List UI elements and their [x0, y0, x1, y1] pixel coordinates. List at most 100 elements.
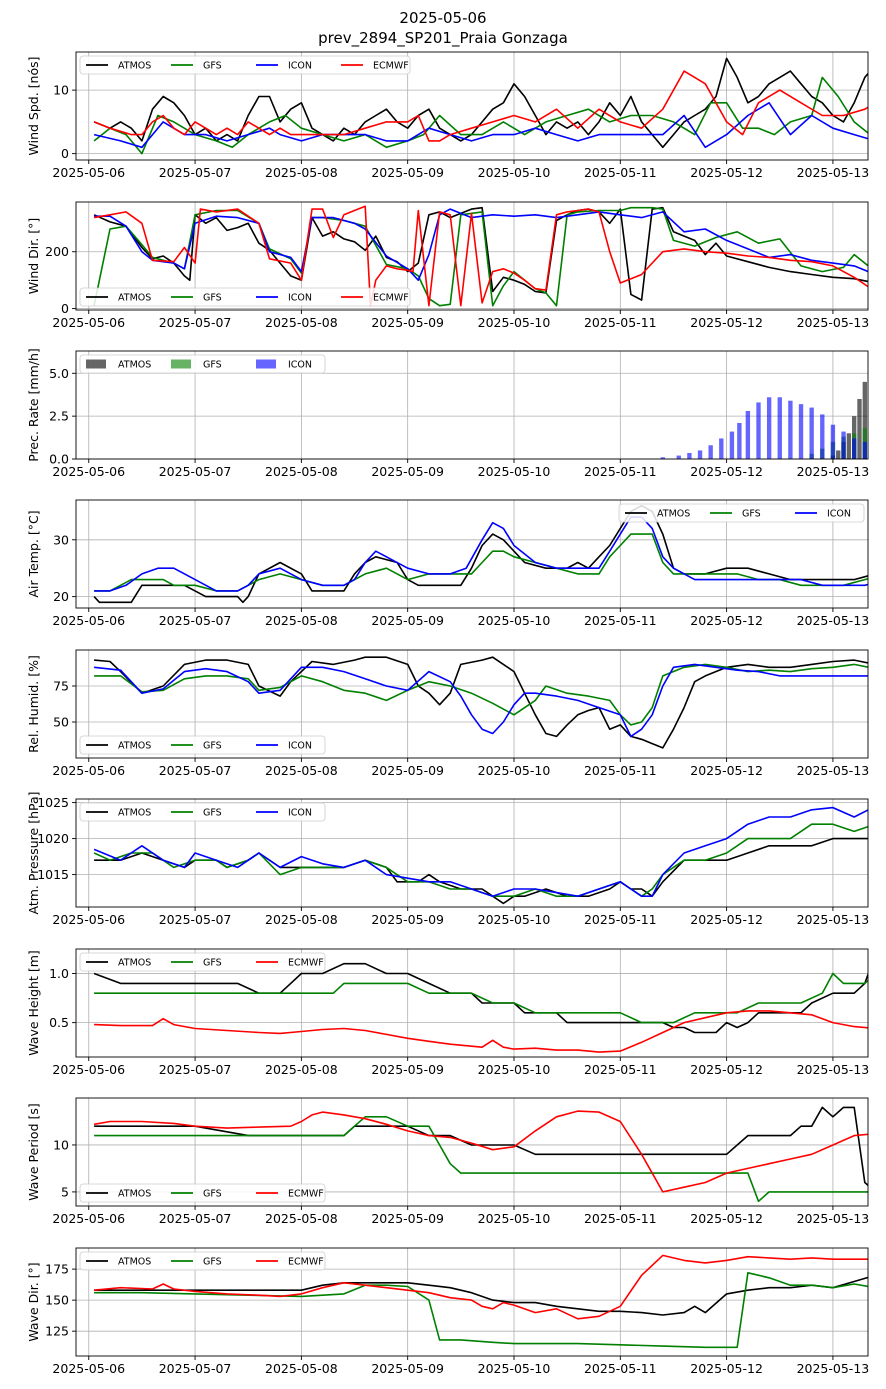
y-tick-label: 5.0: [49, 366, 69, 381]
legend-label: ECMWF: [288, 1257, 324, 1268]
x-tick-label: 2025-05-09: [371, 912, 444, 927]
x-tick-label: 2025-05-08: [265, 464, 338, 479]
series-line-gfs: [94, 1116, 868, 1203]
y-tick-label: 1015: [37, 867, 69, 882]
y-axis-label: Rel. Humid. [%]: [26, 655, 41, 753]
legend-box: [618, 503, 865, 523]
x-tick-label: 2025-05-08: [265, 165, 338, 180]
series-line-atmos: [93, 962, 868, 1034]
legend-label: ATMOS: [118, 808, 151, 819]
bar-icon: [809, 407, 814, 459]
legend-box: [79, 952, 326, 972]
legend-label: ATMOS: [118, 360, 151, 371]
bar-icon: [766, 397, 772, 459]
series-line-atmos: [94, 1106, 868, 1187]
series-line-ecmwf: [94, 1010, 868, 1053]
x-tick-label: 2025-05-06: [52, 763, 125, 778]
series-line-atmos: [93, 504, 868, 604]
x-tick-label: 2025-05-06: [52, 912, 125, 927]
series-line-atmos: [94, 837, 868, 905]
legend: ATMOS GFS ICON: [79, 354, 326, 374]
x-tick-label: 2025-05-10: [478, 165, 551, 180]
bar-icon: [841, 431, 846, 459]
bar-icon: [745, 411, 751, 459]
legend-label: ATMOS: [118, 741, 151, 752]
series-line-gfs: [94, 663, 868, 726]
y-tick-label: 10: [53, 83, 69, 98]
legend-label: ECMWF: [373, 293, 409, 304]
x-tick-label: 2025-05-06: [52, 1211, 125, 1226]
legend-label: ICON: [288, 61, 312, 72]
x-tick-label: 2025-05-09: [371, 464, 444, 479]
x-tick-label: 2025-05-08: [265, 613, 338, 628]
x-tick-label: 2025-05-11: [584, 763, 657, 778]
y-axis-label: Wind Dir. [°]: [26, 218, 41, 294]
panel-wave_dir: 2025-05-06 2025-05-07 2025-05-08 2025-05-09…: [26, 1247, 869, 1376]
x-tick-label: 2025-05-11: [584, 165, 657, 180]
x-tick-label: 2025-05-07: [159, 1211, 232, 1226]
y-axis-label: Atm. Pressure [hPa]: [26, 791, 41, 914]
legend-label: ATMOS: [118, 1257, 151, 1268]
x-tick-label: 2025-05-08: [265, 1361, 338, 1376]
series-line-atmos: [93, 206, 868, 301]
legend: ATMOS GFS ICON ECMWF: [79, 287, 411, 307]
x-tick-label: 2025-05-09: [371, 1211, 444, 1226]
plot-area-wind_dir: [93, 205, 868, 307]
x-tick-label: 2025-05-08: [265, 912, 338, 927]
series-line-ecmwf: [94, 1254, 868, 1320]
legend-label: ICON: [288, 293, 312, 304]
x-tick-label: 2025-05-06: [52, 315, 125, 330]
x-tick-label: 2025-05-07: [159, 315, 232, 330]
axes-frame: [75, 1247, 869, 1357]
panel-wave_height: 2025-05-06 2025-05-07 2025-05-08 2025-05-09…: [26, 948, 870, 1077]
y-tick-label: 200: [45, 244, 69, 259]
x-tick-label: 2025-05-08: [265, 763, 338, 778]
legend-label: GFS: [203, 958, 222, 969]
legend-label: ATMOS: [657, 509, 690, 520]
legend: ATMOS GFS ECMWF: [79, 1251, 326, 1271]
bar-atmos: [857, 399, 862, 459]
x-tick-label: 2025-05-09: [371, 763, 444, 778]
y-axis-label: Wave Dir. [°]: [26, 1262, 41, 1341]
legend: ATMOS GFS ICON: [618, 503, 865, 523]
bar-atmos: [873, 390, 877, 459]
series-line-gfs: [94, 1272, 868, 1349]
y-tick-label: 10: [53, 1137, 69, 1152]
x-tick-label: 2025-05-13: [797, 1062, 870, 1077]
axes-frame: [75, 350, 869, 460]
x-tick-label: 2025-05-06: [52, 1361, 125, 1376]
x-tick-label: 2025-05-07: [159, 613, 232, 628]
plot-area-wave_dir: [94, 1254, 868, 1349]
x-tick-label: 2025-05-13: [797, 763, 870, 778]
x-tick-label: 2025-05-12: [690, 1062, 763, 1077]
bar-atmos: [867, 356, 868, 459]
x-tick-label: 2025-05-10: [478, 613, 551, 628]
x-tick-label: 2025-05-06: [52, 613, 125, 628]
x-tick-label: 2025-05-08: [265, 315, 338, 330]
series-line-atmos: [93, 57, 868, 149]
axes-frame: [75, 51, 869, 161]
bar-icon: [873, 445, 877, 459]
plot-area-wave_height: [93, 962, 868, 1053]
series-line-icon: [94, 663, 868, 738]
x-tick-label: 2025-05-10: [478, 1211, 551, 1226]
bar-atmos: [862, 381, 867, 459]
legend-label: ICON: [288, 741, 312, 752]
bar-icon: [737, 423, 742, 459]
y-tick-label: 20: [53, 589, 69, 604]
panel-rel_humid: 2025-05-06 2025-05-07 2025-05-08 2025-05-09…: [26, 649, 870, 778]
y-tick-label: 0: [61, 146, 69, 161]
plot-area-air_temp: [93, 504, 868, 604]
x-tick-label: 2025-05-09: [371, 613, 444, 628]
series-line-ecmwf: [93, 1110, 868, 1193]
x-tick-label: 2025-05-11: [584, 315, 657, 330]
x-tick-label: 2025-05-13: [797, 165, 870, 180]
y-tick-label: 5: [61, 1184, 69, 1199]
series-line-icon: [93, 102, 868, 149]
x-tick-label: 2025-05-12: [690, 165, 763, 180]
bar-atmos: [846, 433, 852, 459]
series-line-gfs: [94, 533, 868, 592]
plot-area-rel_humid: [94, 656, 868, 749]
panel-wave_period: 2025-05-06 2025-05-07 2025-05-08 2025-05-09…: [26, 1097, 869, 1226]
x-tick-label: 2025-05-08: [265, 1211, 338, 1226]
